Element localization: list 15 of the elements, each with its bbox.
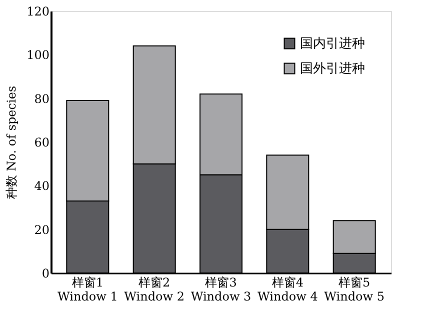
- y-tick-label: 0: [42, 266, 50, 280]
- x-tick-label: 样窗1 Window 1: [58, 276, 118, 304]
- y-tick-label: 80: [34, 92, 50, 106]
- x-tick-label: 样窗5 Window 5: [324, 276, 384, 304]
- x-tick-label: 样窗4 Window 4: [258, 276, 318, 304]
- y-tick-label: 20: [34, 222, 50, 237]
- legend-label: 国内引进种: [300, 36, 365, 52]
- legend-label: 国外引进种: [300, 62, 365, 76]
- x-tick-label: 样窗3 Window 3: [190, 276, 252, 304]
- y-tick-label: 60: [34, 136, 50, 150]
- x-tick-label: 样窗2 Window 2: [124, 276, 184, 304]
- y-axis-title: 种数 No. of species: [4, 86, 19, 200]
- y-tick-label: 120: [26, 4, 50, 18]
- y-tick-label: 100: [26, 48, 50, 62]
- y-tick-label: 40: [34, 179, 50, 194]
